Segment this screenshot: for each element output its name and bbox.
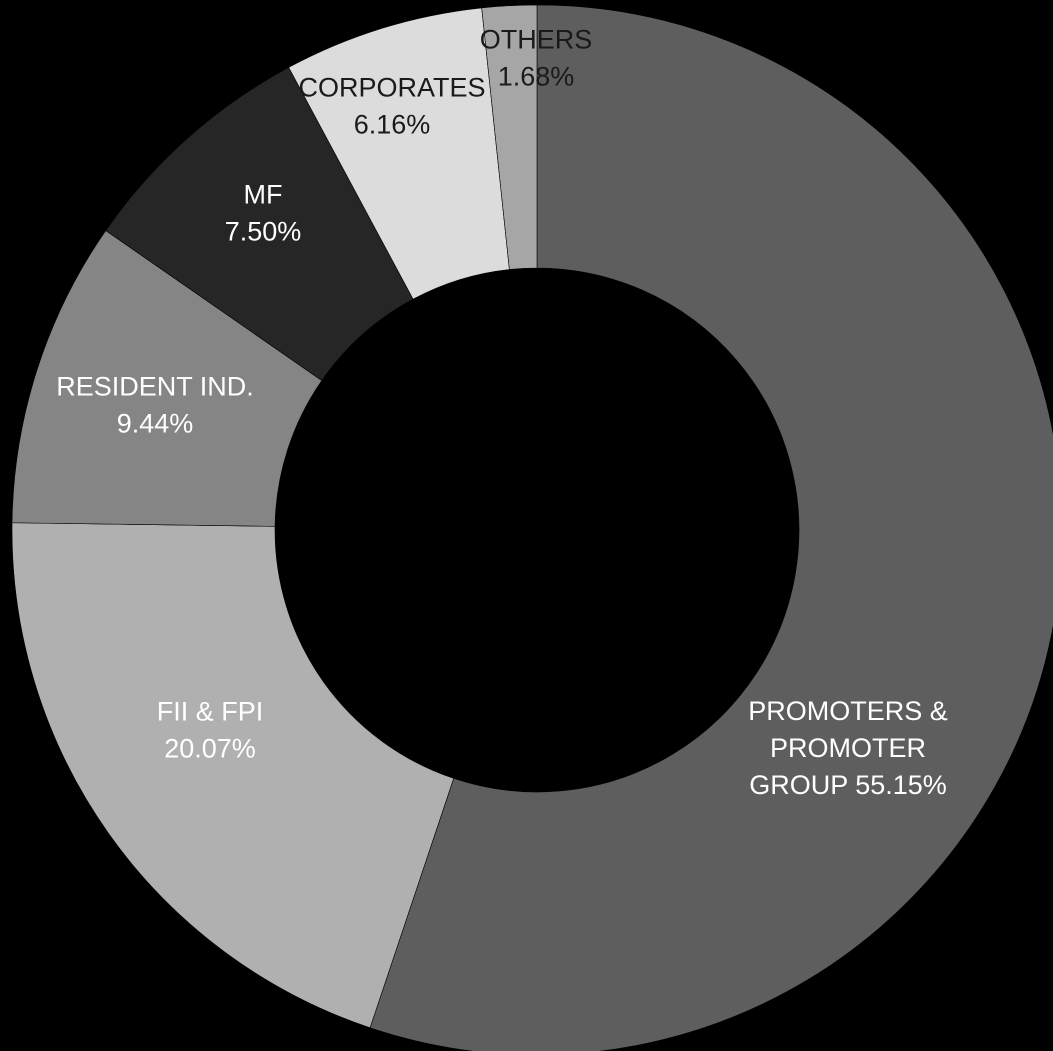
slice-label-line: RESIDENT IND. — [56, 372, 254, 402]
slice-label-line: 6.16% — [354, 110, 431, 140]
slice-label-line: 1.68% — [498, 62, 575, 92]
slice-label: FII & FPI 20.07% — [157, 697, 264, 764]
slice-label: PROMOTERS & PROMOTER GROUP 55.15% — [748, 696, 948, 800]
slice-fii-fpi — [11, 522, 455, 1029]
slice-label-line: GROUP 55.15% — [749, 770, 947, 800]
slice-label: CORPORATES 6.16% — [298, 73, 485, 140]
slice-label-line: 20.07% — [164, 734, 256, 764]
slice-resident-ind — [11, 230, 323, 527]
slice-labels: PROMOTERS & PROMOTER GROUP 55.15% FII & FPI… — [56, 25, 948, 801]
slice-label-line: 7.50% — [225, 217, 302, 247]
slice-label: MF 7.50% — [225, 180, 302, 247]
slice-label: RESIDENT IND. 9.44% — [56, 372, 254, 439]
slice-label-line: 9.44% — [117, 409, 194, 439]
slice-label-line: PROMOTER — [770, 733, 926, 763]
slice-label-line: CORPORATES — [298, 73, 485, 103]
slice-label-line: PROMOTERS & — [748, 696, 948, 726]
slice-label-line: FII & FPI — [157, 697, 264, 727]
slice-label: OTHERS 1.68% — [480, 25, 593, 92]
slice-promoters-promoter-group — [369, 4, 1053, 1051]
slice-label-line: OTHERS — [480, 25, 593, 55]
slice-label-line: MF — [244, 180, 283, 210]
slice-others — [481, 4, 538, 270]
donut-slices — [11, 4, 1053, 1051]
